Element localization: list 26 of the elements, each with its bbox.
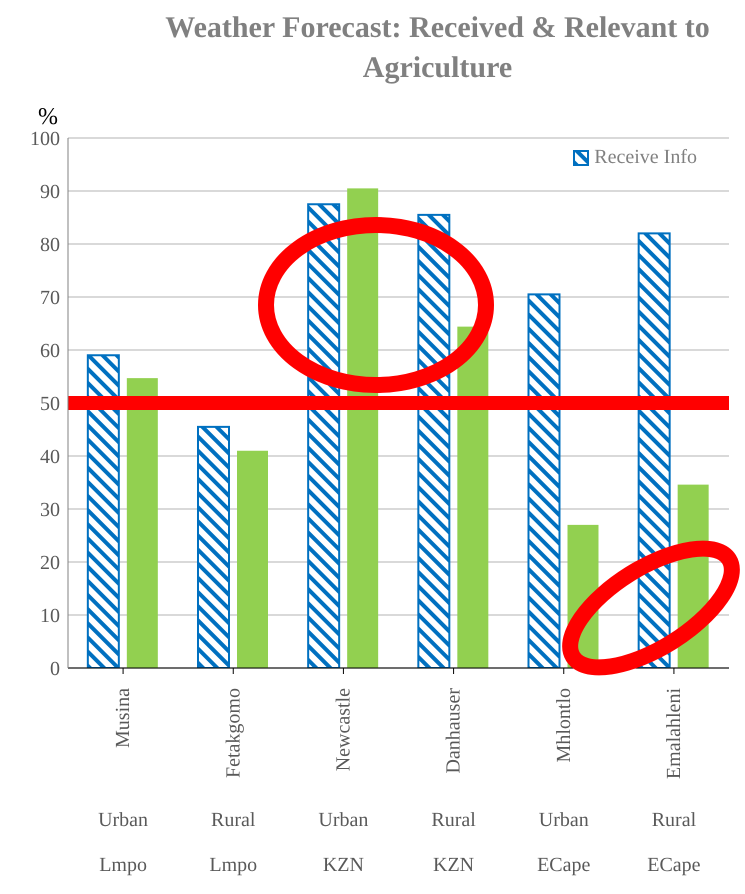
bar	[86, 354, 120, 668]
category-label: Newcastle Urban KZN	[318, 688, 368, 876]
y-tick-label: 20	[40, 552, 60, 574]
category-label: Fetakgomo Rural Lmpo	[209, 688, 258, 876]
y-tick-label: 80	[40, 234, 60, 256]
bar	[347, 188, 378, 668]
chart-title: Weather Forecast: Received & Relevant to Agriculture	[165, 11, 710, 84]
bar	[196, 426, 230, 668]
y-tick-label: 50	[40, 393, 60, 416]
category-label: Musina Urban Lmpo	[98, 688, 148, 876]
bar	[126, 378, 158, 668]
category-label: Emalahleni Rural ECape	[647, 688, 701, 876]
category-label: Danhauser Rural KZN	[431, 688, 476, 876]
y-tick-label: 40	[40, 446, 60, 468]
y-tick-label: 60	[40, 340, 60, 362]
y-tick-label: 0	[50, 658, 60, 680]
legend-label: Receive Info	[594, 146, 697, 169]
y-tick-label: 70	[40, 287, 60, 310]
bar	[236, 450, 268, 668]
y-axis-title: %	[38, 104, 58, 131]
bar	[527, 293, 560, 668]
y-tick-label: 90	[40, 181, 60, 204]
category-label: Mhlontlo Urban ECape	[537, 688, 590, 876]
y-tick-label: 100	[30, 128, 60, 150]
y-tick-label: 10	[40, 605, 60, 628]
y-tick-label: 30	[40, 499, 60, 522]
